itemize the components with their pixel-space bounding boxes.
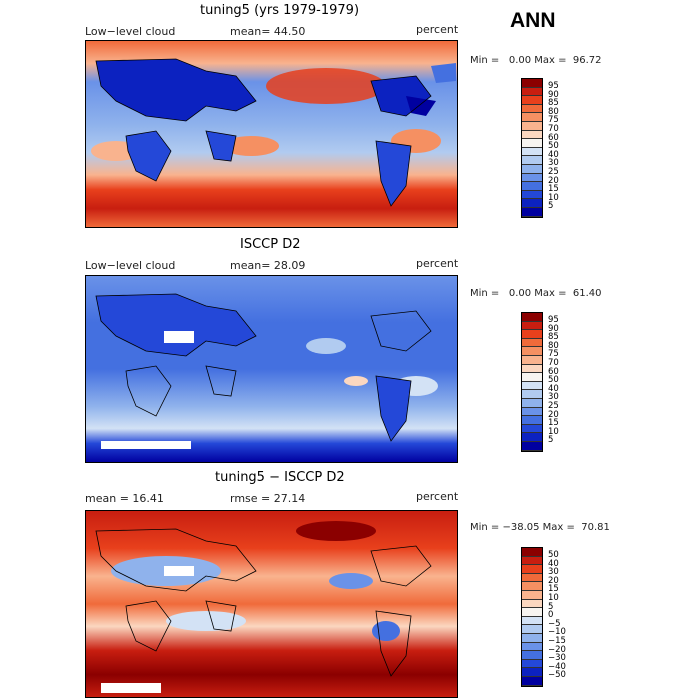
panel-3-colorbar-labels: 50 40 30 20 15 10 5 0 −5 −10 −15 −20 −30 −40 −50 <box>548 550 566 681</box>
panel-3-colorbar <box>521 547 543 687</box>
panel-1-units-label: percent <box>416 23 459 36</box>
panel-2-mean-label: mean= 28.09 <box>230 259 306 272</box>
panel-3-minmax: Min = −38.05 Max = 70.81 <box>470 522 610 533</box>
season-label: ANN <box>510 9 556 32</box>
panel-1-variable-label: Low−level cloud <box>85 25 176 38</box>
panel-3-units-label: percent <box>416 490 459 503</box>
panel-2-colorbar-labels: 95 90 85 80 75 70 60 50 40 30 25 20 15 10 5 <box>548 315 559 446</box>
panel-3-title: tuning5 − ISCCP D2 <box>215 470 345 485</box>
panel-2-minmax: Min = 0.00 Max = 61.40 <box>470 288 602 299</box>
panel-2-colorbar <box>521 312 543 452</box>
panel-2-map-svg <box>86 276 457 462</box>
panel-1-map-svg <box>86 41 457 227</box>
panel-3-map <box>85 510 458 698</box>
panel-1-title: tuning5 (yrs 1979-1979) <box>200 3 360 18</box>
panel-1-minmax: Min = 0.00 Max = 96.72 <box>470 55 602 66</box>
panel-2-map <box>85 275 458 463</box>
panel-1-colorbar-labels: 95 90 85 80 75 70 60 50 40 30 25 20 15 10 5 <box>548 81 559 212</box>
panel-3-mean-label: mean = 16.41 <box>85 492 164 505</box>
panel-1-mean-label: mean= 44.50 <box>230 25 306 38</box>
panel-2-title: ISCCP D2 <box>240 237 301 252</box>
panel-1-map <box>85 40 458 228</box>
panel-1-colorbar <box>521 78 543 218</box>
panel-3-rmse-label: rmse = 27.14 <box>230 492 306 505</box>
panel-2-variable-label: Low−level cloud <box>85 259 176 272</box>
panel-2-units-label: percent <box>416 257 459 270</box>
panel-3-map-svg <box>86 511 457 697</box>
